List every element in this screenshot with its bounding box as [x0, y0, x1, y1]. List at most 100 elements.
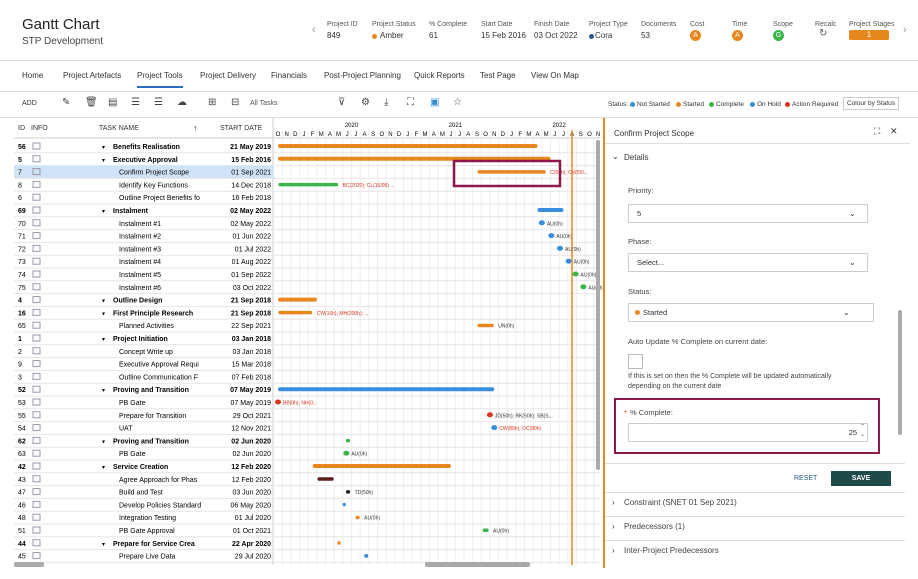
- tab[interactable]: Project Tools: [137, 71, 183, 88]
- tab[interactable]: Post-Project Planning: [324, 71, 401, 80]
- save-button[interactable]: SAVE: [831, 471, 891, 486]
- auto-checkbox[interactable]: [628, 354, 643, 369]
- sort-icon[interactable]: ↑: [193, 123, 198, 133]
- tab[interactable]: Quick Reports: [414, 71, 465, 80]
- chevron: ⌄: [849, 209, 856, 218]
- tab[interactable]: View On Map: [531, 71, 579, 80]
- column-header: TASK NAME: [99, 125, 139, 132]
- toolbar-icon[interactable]: ☰: [131, 97, 140, 108]
- auto-note: If this is set on then the % Complete wi…: [628, 373, 832, 390]
- task-name: Project Initiation: [113, 336, 168, 343]
- toolbar-icon[interactable]: ☁: [177, 97, 187, 108]
- info-icon: [32, 193, 41, 201]
- collapsed-section[interactable]: Inter-Project Predecessors: [624, 546, 719, 555]
- info-icon: [32, 155, 41, 163]
- toolbar-icon[interactable]: ▣: [430, 97, 440, 108]
- add-button[interactable]: ADD: [22, 100, 37, 107]
- start-date: 12 Nov 2021: [231, 426, 271, 433]
- start-date: 01 Jul 2020: [235, 515, 271, 522]
- toolbar-icon[interactable]: ✎: [62, 97, 71, 108]
- task-name: Agree Approach for Phas: [119, 477, 198, 484]
- start-date: 22 Sep 2021: [231, 323, 271, 330]
- start-date: 03 Oct 2022: [233, 285, 271, 292]
- nav-next[interactable]: ›: [903, 24, 907, 36]
- task-name: Proving and Transition: [113, 438, 189, 445]
- status-dot: [785, 102, 790, 107]
- section-toggle[interactable]: ›: [612, 546, 615, 555]
- select[interactable]: Started ⌄: [628, 303, 874, 322]
- panel-title: Confirm Project Scope: [614, 129, 695, 138]
- toolbar-icon[interactable]: ☰: [154, 97, 163, 108]
- select[interactable]: 5 ⌄: [628, 204, 868, 223]
- nav-prev[interactable]: ‹: [312, 24, 316, 36]
- toolbar-icon[interactable]: ⤓: [384, 97, 389, 108]
- expander: ▾: [102, 465, 105, 471]
- status-dot: [372, 34, 377, 39]
- spinner[interactable]: ⌃ ⌄: [860, 424, 866, 438]
- field-value: Cora: [589, 31, 612, 40]
- info-icon: [32, 526, 41, 534]
- tab[interactable]: Test Page: [480, 71, 516, 80]
- toolbar-icon[interactable]: ⊽: [338, 97, 346, 108]
- required-mark: *: [624, 408, 627, 417]
- tab[interactable]: Financials: [271, 71, 308, 80]
- bar-label: AU(0h): [581, 273, 597, 279]
- bar-label: AU(0h): [351, 452, 367, 458]
- bar-label: UN(0h): [498, 324, 514, 330]
- task-filter[interactable]: All Tasks: [250, 100, 278, 107]
- start-date: 01 Aug 2022: [232, 259, 271, 266]
- toolbar-icon[interactable]: ⚙: [361, 97, 370, 108]
- expander: ▾: [102, 145, 105, 151]
- colour-by[interactable]: Colour by Status: [843, 97, 900, 110]
- tab[interactable]: Home: [22, 71, 44, 80]
- section-divider: [605, 540, 905, 541]
- panel-close[interactable]: ✕: [890, 126, 898, 136]
- collapsed-section[interactable]: Constraint (SNET 01 Sep 2021): [624, 498, 737, 507]
- section-toggle[interactable]: ›: [612, 522, 615, 531]
- task-id: 65: [18, 323, 26, 330]
- auto-label: Auto Update % Complete on current date:: [628, 337, 768, 346]
- start-date: 07 May 2019: [231, 400, 272, 407]
- section-toggle[interactable]: ⌄: [612, 152, 619, 161]
- info-icon: [32, 372, 41, 380]
- status-name: Not Started: [637, 101, 670, 108]
- header-divider: [0, 60, 918, 61]
- tab[interactable]: Project Delivery: [200, 71, 257, 80]
- column-header: ID: [18, 125, 25, 132]
- info-icon: [32, 270, 41, 278]
- select[interactable]: Select... ⌄: [628, 253, 868, 272]
- toolbar-icon[interactable]: ⛶: [407, 97, 414, 108]
- collapsed-section[interactable]: Predecessors (1): [624, 522, 685, 531]
- recalc-icon[interactable]: ↻: [819, 28, 828, 39]
- start-date: 29 Oct 2021: [233, 413, 271, 420]
- task-name: Prepare Live Data: [119, 554, 176, 561]
- reset-button[interactable]: RESET: [794, 475, 818, 482]
- task-bar: [312, 464, 451, 468]
- page-title: Gantt Chart: [22, 16, 100, 33]
- toolbar-icon[interactable]: 🗑: [85, 97, 98, 108]
- month-label: M: [440, 132, 445, 138]
- tab[interactable]: Project Artefacts: [63, 71, 122, 80]
- toolbar-icon[interactable]: ⊟: [231, 97, 240, 108]
- info-icon: [32, 475, 41, 483]
- info-icon: [32, 219, 41, 227]
- section-title[interactable]: Details: [624, 153, 649, 162]
- task-name: Instalment #4: [119, 259, 161, 266]
- start-date: 01 Jul 2022: [235, 246, 271, 253]
- section-toggle[interactable]: ›: [612, 498, 615, 507]
- complete-input[interactable]: 25: [628, 423, 868, 442]
- info-icon: [32, 398, 41, 406]
- status-dot: [676, 102, 681, 107]
- task-id: 47: [18, 490, 26, 497]
- column-header: START DATE: [220, 125, 263, 132]
- panel-expand[interactable]: ⛶: [874, 126, 881, 136]
- task-name: Instalment #2: [119, 234, 161, 241]
- toolbar-icon[interactable]: ⊞: [208, 97, 217, 108]
- toolbar-icon[interactable]: ☆: [453, 97, 462, 108]
- toolbar-icon[interactable]: ▤: [108, 97, 118, 108]
- task-id: 2: [18, 349, 22, 356]
- milestone: [572, 271, 579, 277]
- bar-label: BC(2020); CL(16/05) ...: [343, 183, 395, 189]
- bar-label: JD(50h); RK(50h); SB(S...: [495, 413, 553, 419]
- field-value: 61: [429, 31, 438, 40]
